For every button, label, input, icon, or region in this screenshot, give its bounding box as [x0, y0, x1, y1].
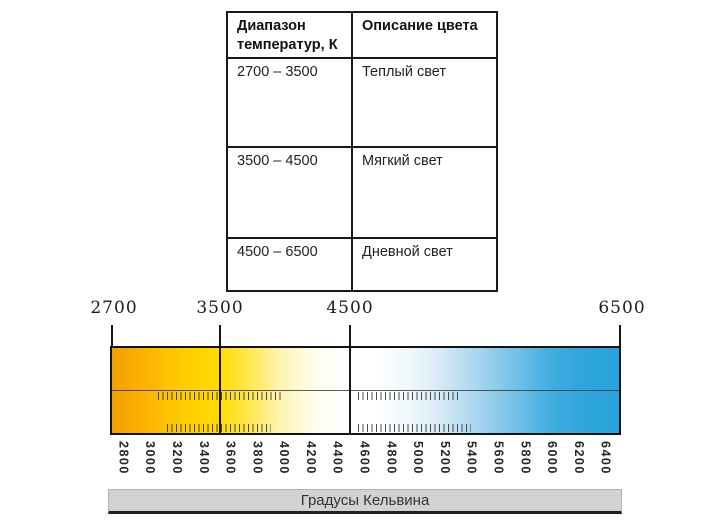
- table-row: 3500 – 4500 Мягкий свет: [226, 145, 498, 239]
- tick-comb: [158, 392, 284, 400]
- kelvin-tick-label: 6200: [571, 441, 586, 475]
- kelvin-tick-label: 5800: [518, 441, 533, 475]
- scale-label-2700: 2700: [90, 298, 138, 318]
- kelvin-tick-label: 3600: [223, 441, 238, 475]
- kelvin-tick-label: 4200: [303, 441, 318, 475]
- kelvin-tick-label: 3000: [143, 441, 158, 475]
- kelvin-tick-label: 4400: [330, 441, 345, 475]
- kelvin-tick-label: 5400: [464, 441, 479, 475]
- description-cell: Мягкий свет: [351, 145, 498, 239]
- kelvin-tick-label: 3400: [196, 441, 211, 475]
- tick-line-4500: [349, 325, 351, 435]
- color-temperature-gradient-bar: [110, 346, 621, 435]
- tick-line-6500: [619, 325, 621, 347]
- kelvin-axis-title: Градусы Кельвина: [300, 492, 430, 509]
- range-cell: 4500 – 6500: [226, 236, 353, 292]
- table-header-description: Описание цвета: [351, 11, 498, 59]
- kelvin-tick-label: 3200: [170, 441, 184, 475]
- kelvin-tick-label: 5600: [491, 441, 506, 475]
- bar-mid-divider: [112, 390, 619, 391]
- description-cell: Теплый свет: [351, 56, 498, 148]
- kelvin-tick-label: 5000: [411, 441, 426, 475]
- kelvin-tick-label: 5200: [437, 441, 452, 475]
- table-header-row: Диапазон температур, К Описание цвета: [226, 11, 498, 59]
- kelvin-tick-label: 6400: [598, 441, 613, 475]
- scale-label-4500: 4500: [326, 298, 374, 318]
- kelvin-tick-label: 6000: [545, 441, 559, 475]
- kelvin-tick-label: 3800: [250, 441, 265, 475]
- description-cell: Дневной свет: [351, 236, 498, 292]
- tick-line-2700: [111, 325, 113, 347]
- scale-label-6500: 6500: [598, 298, 646, 318]
- tick-line-3500: [219, 325, 221, 435]
- kelvin-tick-label: 4600: [357, 441, 372, 475]
- kelvin-tick-label: 2800: [116, 441, 131, 475]
- temperature-table: Диапазон температур, К Описание цвета 27…: [226, 11, 498, 292]
- tick-comb: [358, 392, 461, 400]
- range-cell: 3500 – 4500: [226, 145, 353, 239]
- table-row: 4500 – 6500 Дневной свет: [226, 236, 498, 292]
- kelvin-tick-label: 4000: [277, 441, 292, 475]
- scale-label-3500: 3500: [196, 298, 244, 318]
- table-row: 2700 – 3500 Теплый свет: [226, 56, 498, 148]
- kelvin-tick-label: 4800: [384, 441, 399, 475]
- tick-comb: [358, 424, 471, 432]
- table-header-range: Диапазон температур, К: [226, 11, 353, 59]
- kelvin-axis-title-bar: Градусы Кельвина: [108, 489, 622, 514]
- range-cell: 2700 – 3500: [226, 56, 353, 148]
